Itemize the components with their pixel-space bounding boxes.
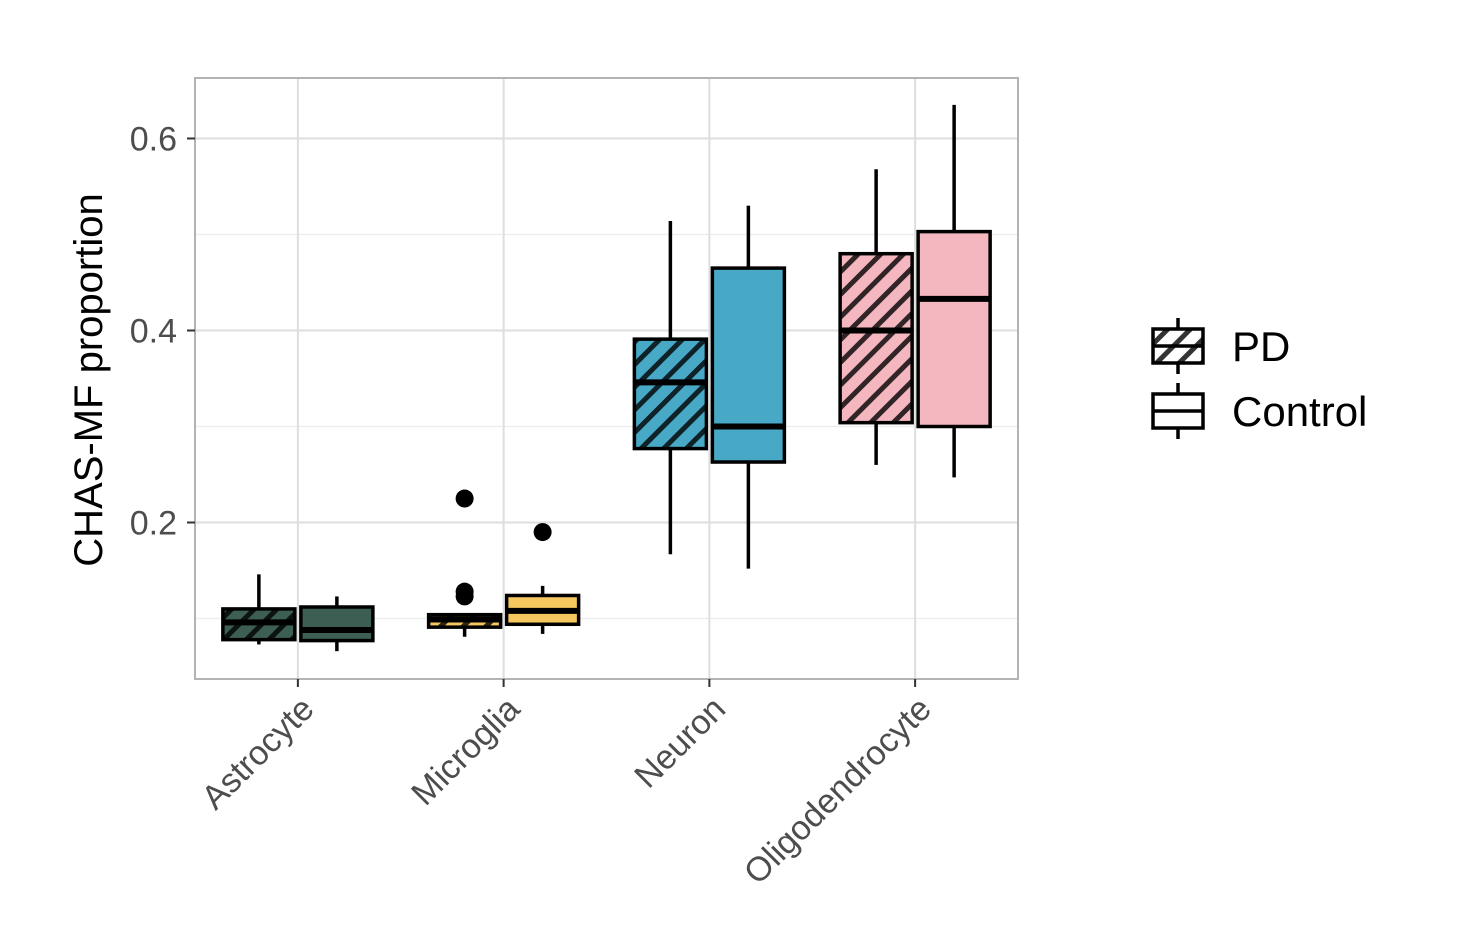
boxes xyxy=(221,104,992,652)
box-fill xyxy=(918,231,991,427)
box-outline xyxy=(838,251,914,425)
legend-item-pd: PD xyxy=(1151,318,1290,374)
outlier-point xyxy=(455,582,474,601)
axes: 0.2 0.4 0.6 Astrocyte Microglia Neuron Oligode… xyxy=(130,120,939,891)
box-control-neuron xyxy=(710,205,787,569)
box-pd-neuron xyxy=(632,221,709,555)
y-tick-label: 0.6 xyxy=(130,120,177,158)
y-axis-title: CHAS-MF proportion xyxy=(67,193,111,566)
box-fill xyxy=(300,606,373,641)
outlier-point xyxy=(455,489,474,508)
legend-label-control: Control xyxy=(1232,388,1367,435)
gridlines xyxy=(195,78,1018,679)
box-outline xyxy=(632,337,709,451)
box-outline xyxy=(916,229,992,429)
x-tick-label: Astrocyte xyxy=(194,690,321,817)
box-stripes xyxy=(634,339,707,449)
box-control-astrocyte xyxy=(299,596,375,652)
y-tick-label: 0.4 xyxy=(130,312,177,350)
plot-panel-border xyxy=(194,77,1019,680)
box-outline xyxy=(710,266,787,464)
x-tick-label: Microglia xyxy=(404,690,527,813)
box-control-microglia xyxy=(504,523,581,634)
y-tick-label: 0.2 xyxy=(130,505,177,543)
legend-label-pd: PD xyxy=(1232,323,1290,370)
legend: PD Control xyxy=(1151,318,1367,439)
box-fill xyxy=(712,268,785,463)
legend-item-control: Control xyxy=(1151,383,1367,439)
box-control-oligodendrocyte xyxy=(916,104,992,478)
box-outline xyxy=(299,605,375,643)
box-stripes xyxy=(840,253,913,423)
box-pd-oligodendrocyte xyxy=(838,169,914,465)
x-tick-label: Neuron xyxy=(627,690,733,796)
box-pd-astrocyte xyxy=(221,574,297,645)
x-tick-label: Oligodendrocyte xyxy=(737,690,939,892)
outlier-point xyxy=(533,523,552,542)
box-pd-microglia xyxy=(426,489,503,637)
